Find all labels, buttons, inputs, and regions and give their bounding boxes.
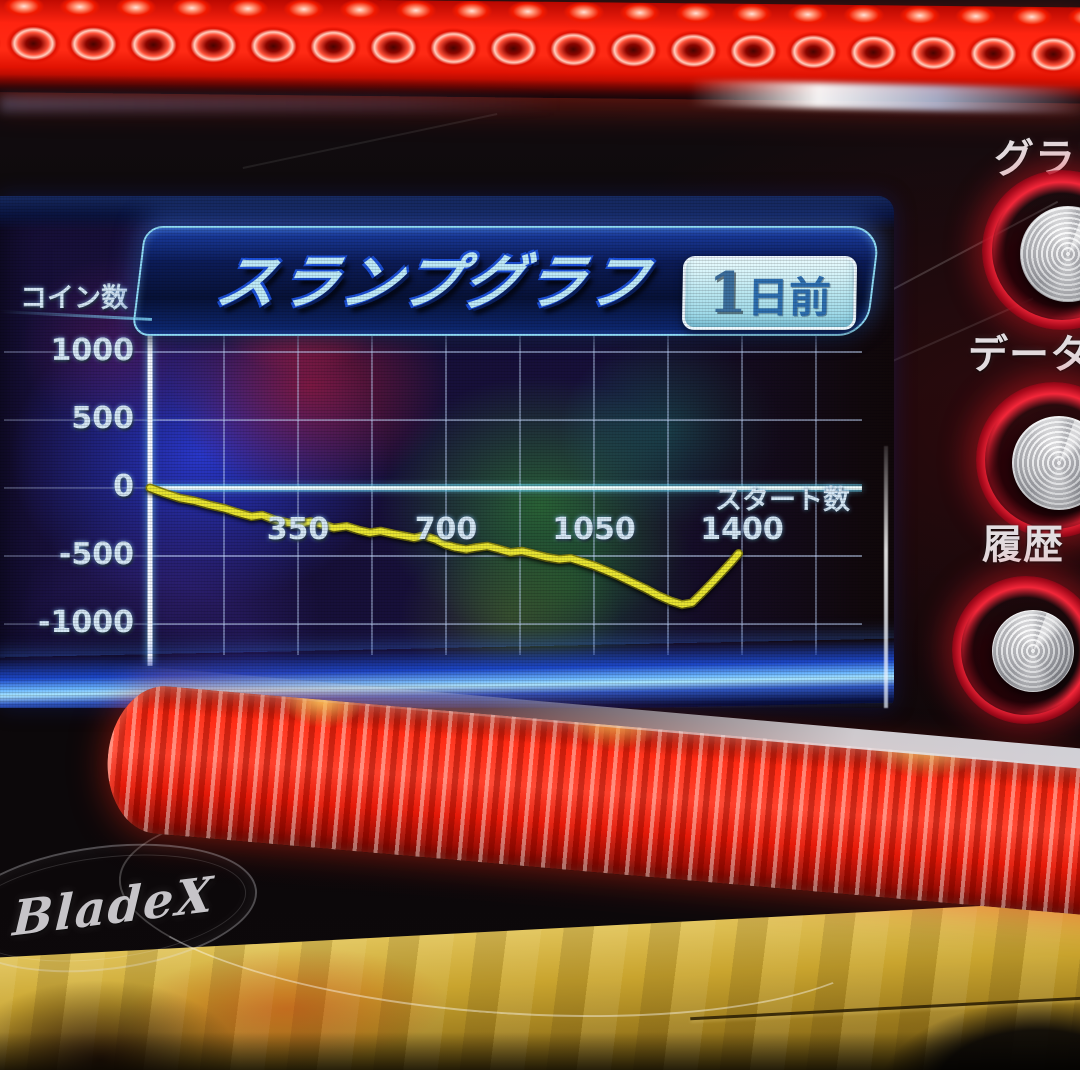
y-axis-title: コイン数 [20, 283, 128, 314]
knob-face [1012, 416, 1080, 510]
period-badge: 1日前 [681, 256, 858, 330]
x-axis-title: スタート数 [715, 485, 850, 516]
x-tick-label: 350 [266, 512, 330, 547]
knob-face [992, 610, 1074, 692]
screen-top-band [0, 196, 894, 230]
button-label-history: 履歴 [982, 522, 1064, 568]
x-tick-label: 1050 [552, 512, 636, 547]
x-tick-label: 1400 [700, 512, 784, 547]
history-knob-button[interactable] [952, 576, 1080, 724]
screen-edge-highlight [884, 446, 888, 708]
lcd-screen: コイン数 スタート数 1000 500 0 -500 -1000 350 700 1050 1… [0, 196, 894, 708]
y-tick-label: 1000 [50, 333, 135, 368]
y-tick-label: -1000 [38, 605, 134, 640]
x-tick-label: 700 [414, 512, 478, 547]
y-tick-label: -500 [58, 537, 134, 572]
y-tick-label: 0 [113, 469, 134, 504]
title-banner: スランプグラフ 1日前 [131, 226, 881, 336]
bezel-scratch [242, 112, 498, 170]
period-badge-text: 1日前 [707, 260, 832, 326]
button-label-data: データ [968, 332, 1080, 378]
top-led-strip [0, 0, 1080, 104]
graph-knob-button[interactable] [982, 170, 1080, 330]
bottom-shadow [0, 1032, 1080, 1070]
bezel-reflection [0, 96, 560, 112]
screen-title: スランプグラフ [210, 248, 657, 318]
slump-graph [4, 314, 862, 666]
data-knob-button[interactable] [976, 382, 1080, 538]
y-tick-label: 500 [71, 401, 134, 436]
brand-logo-text: BladeX [11, 866, 217, 948]
